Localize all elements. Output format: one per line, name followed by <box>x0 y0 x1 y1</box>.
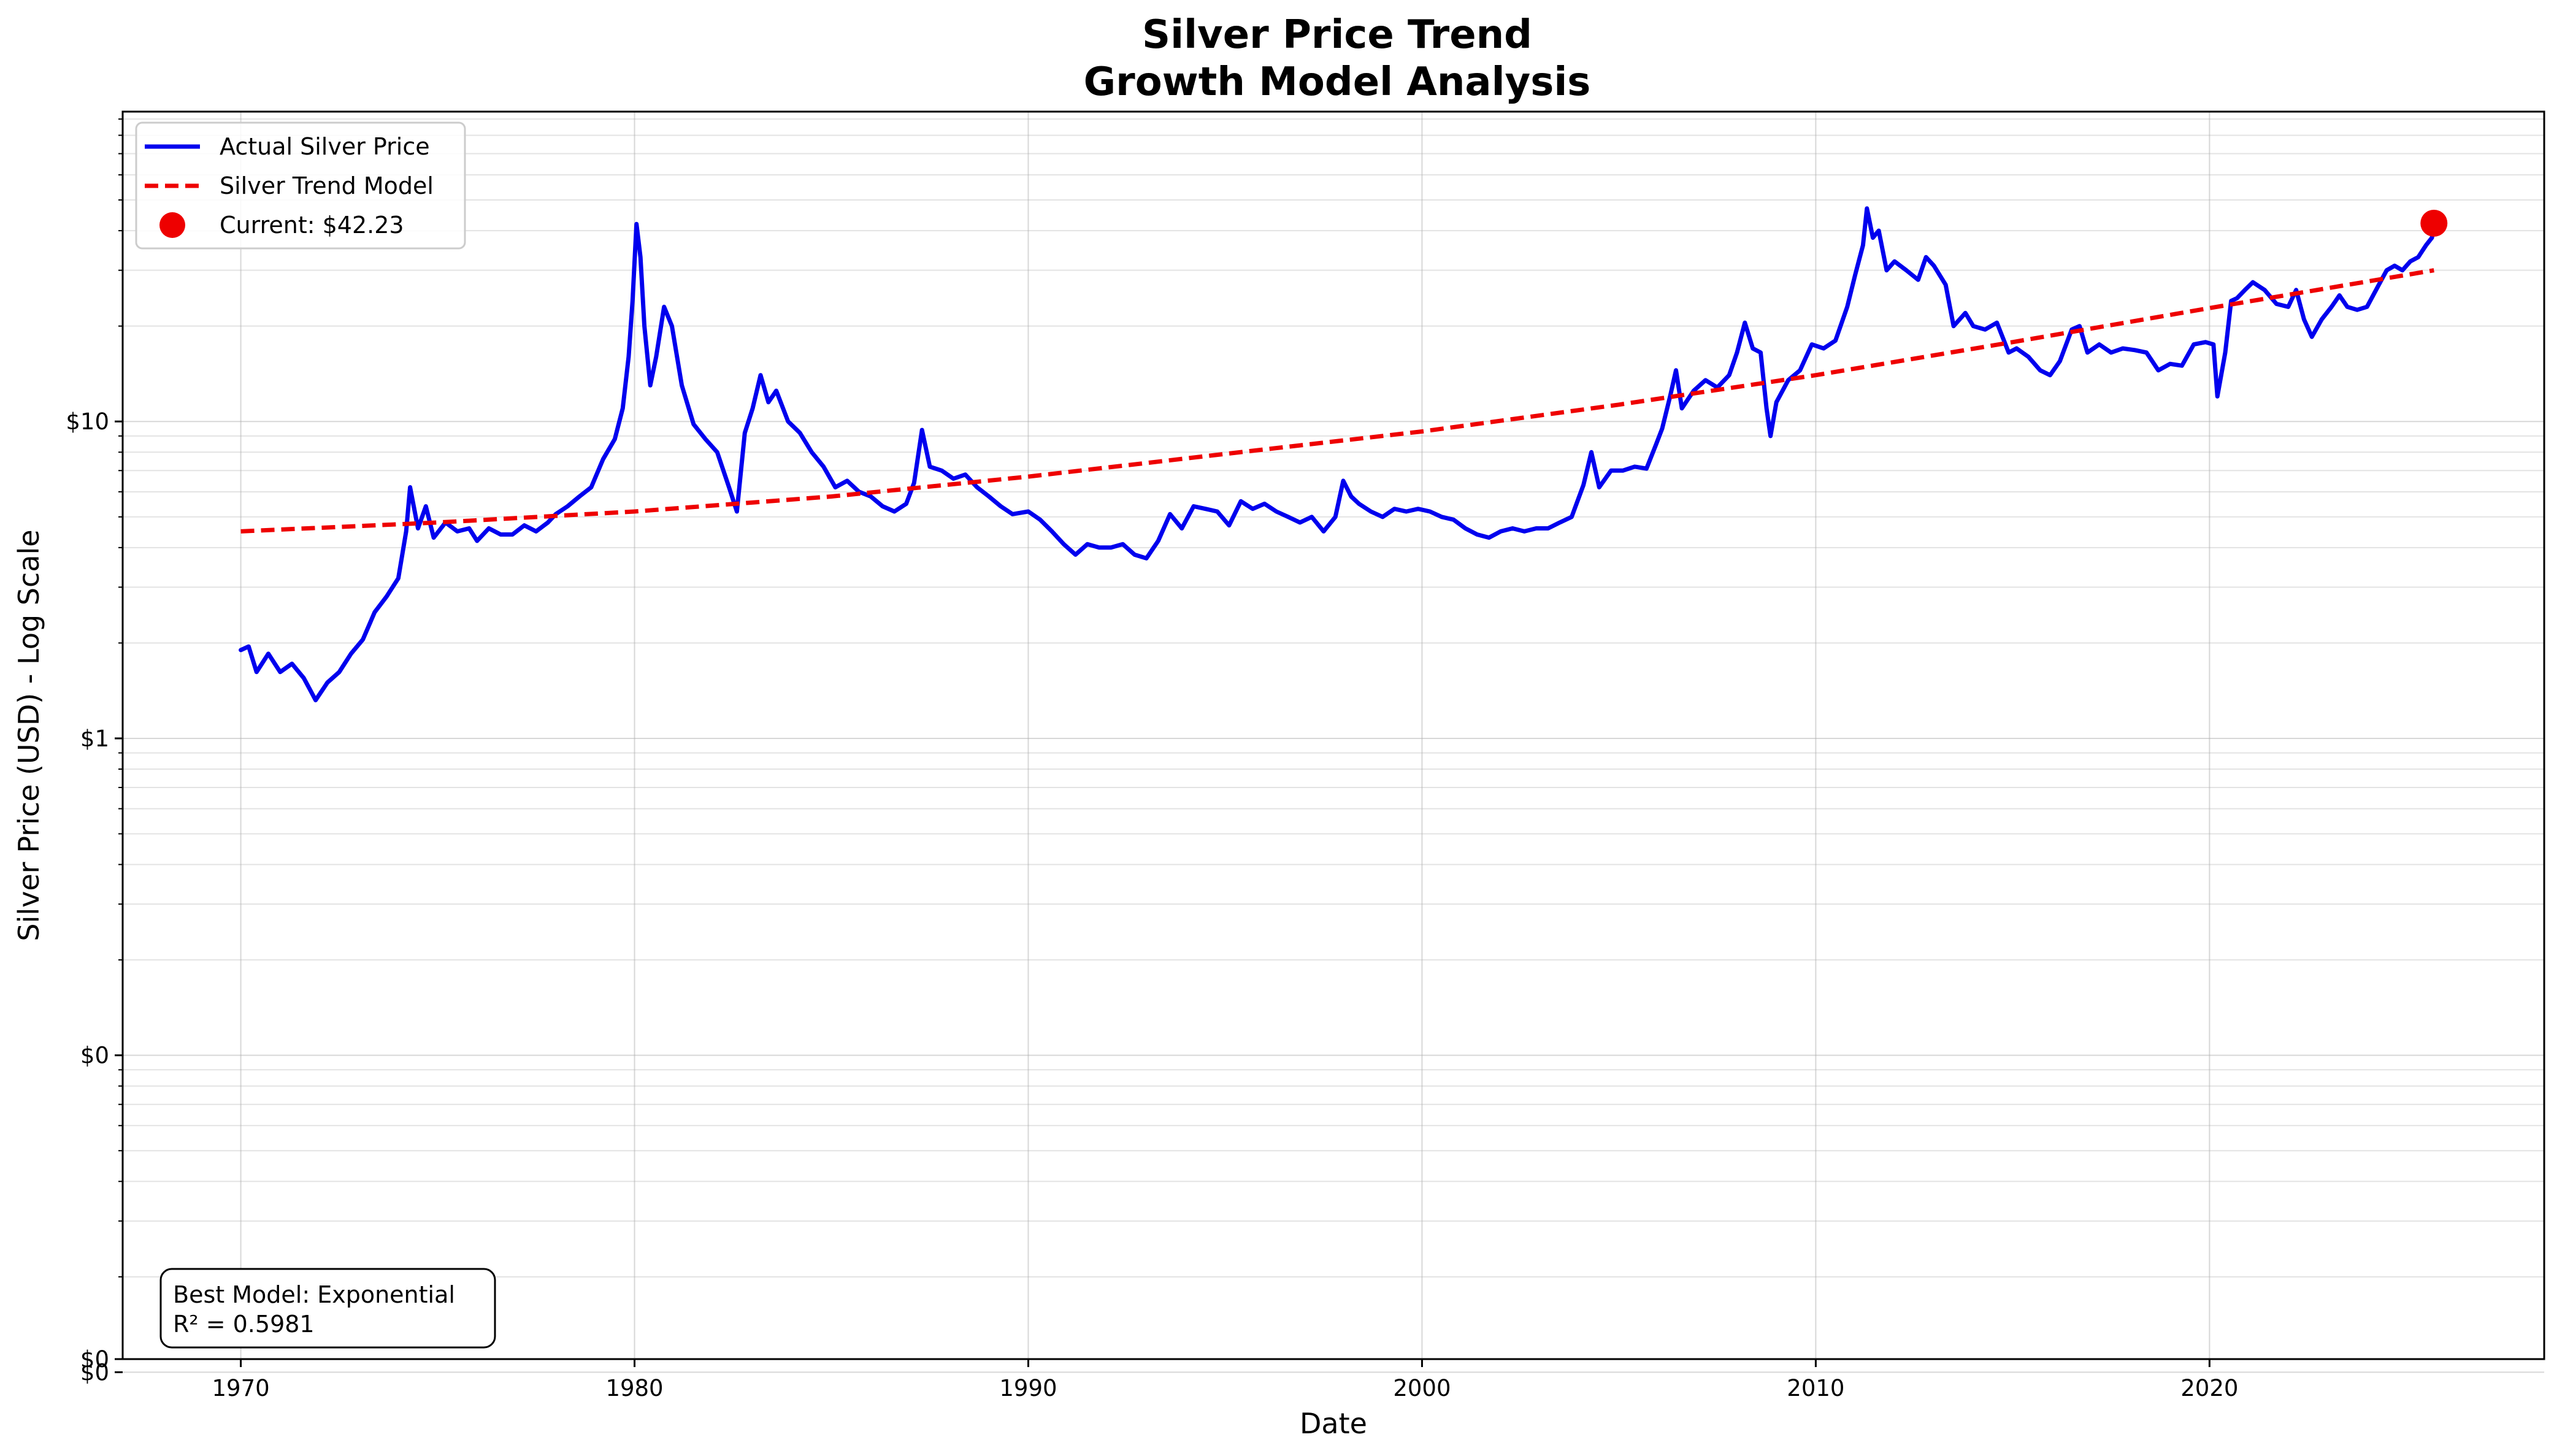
legend-box <box>135 121 466 250</box>
x-tick-label: 2020 <box>2180 1375 2238 1401</box>
annotation-best-model: Best Model: Exponential <box>173 1281 455 1308</box>
model-annotation: Best Model: Exponential R² = 0.5981 <box>159 1268 496 1349</box>
current-price-marker <box>2420 209 2448 237</box>
plot-series <box>239 206 2448 703</box>
y-tick-label: $10 <box>66 408 109 435</box>
annotation-box <box>159 1268 496 1349</box>
legend: Actual Silver Price Silver Trend Model C… <box>135 121 466 250</box>
chart-subtitle: Growth Model Analysis <box>1084 59 1591 105</box>
legend-swatch-current <box>159 212 185 238</box>
legend-label-trend: Silver Trend Model <box>220 172 434 199</box>
y-axis-label: Silver Price (USD) - Log Scale <box>12 529 45 941</box>
chart-title: Silver Price Trend <box>1142 12 1532 58</box>
series-line-actual-silver-price <box>239 206 2436 703</box>
y-tick-label: $0 <box>80 1359 109 1385</box>
legend-label-actual: Actual Silver Price <box>220 133 430 160</box>
x-tick-label: 1980 <box>605 1375 663 1401</box>
plot-area-frame <box>121 110 2545 1360</box>
x-tick-label: 1990 <box>999 1375 1057 1401</box>
y-tick-label: $0 <box>80 1346 109 1373</box>
legend-label-current: Current: $42.23 <box>220 212 404 239</box>
x-tick-label: 1970 <box>212 1375 269 1401</box>
annotation-r-squared: R² = 0.5981 <box>173 1311 315 1338</box>
y-tick-label: $0 <box>80 1043 109 1069</box>
x-axis-label: Date <box>1300 1407 1367 1440</box>
x-tick-label: 2000 <box>1393 1375 1451 1401</box>
y-tick-label: $1 <box>80 726 109 752</box>
x-tick-label: 2010 <box>1787 1375 1844 1401</box>
grid <box>123 112 2544 1373</box>
